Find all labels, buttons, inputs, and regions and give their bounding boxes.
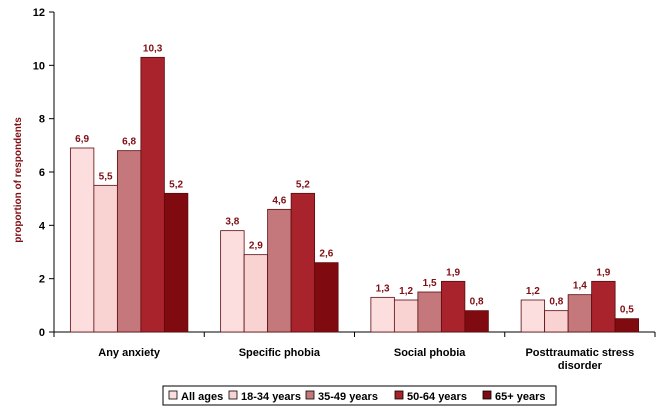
legend-label: 50-64 years xyxy=(407,391,467,403)
data-label: 0,5 xyxy=(620,305,634,316)
bar xyxy=(393,299,419,333)
bar xyxy=(69,147,95,333)
legend-swatch xyxy=(482,390,492,400)
legend-label: 35-49 years xyxy=(318,391,378,403)
bar xyxy=(243,254,269,333)
bar xyxy=(520,299,546,333)
bar xyxy=(140,56,165,333)
bar xyxy=(314,262,339,333)
y-tick-label: 2 xyxy=(39,274,45,286)
x-category-label: Specific phobia xyxy=(239,347,321,359)
bars xyxy=(69,56,640,333)
data-label: 1,3 xyxy=(376,283,390,294)
legend-label: 18-34 years xyxy=(241,391,301,403)
bar xyxy=(370,296,395,333)
y-axis: 0 2 4 6 8 10 12 xyxy=(33,7,55,339)
data-label: 1,4 xyxy=(573,281,587,292)
data-label: 6,8 xyxy=(122,137,136,148)
data-label: 0,8 xyxy=(549,297,563,308)
x-category-label: Social phobia xyxy=(394,347,466,359)
data-label: 1,2 xyxy=(526,286,540,297)
y-tick-label: 0 xyxy=(39,327,45,339)
y-tick-label: 12 xyxy=(33,7,45,19)
bar xyxy=(267,208,292,333)
legend: All ages 18-34 years 35-49 years 50-64 year… xyxy=(162,385,557,406)
bar xyxy=(544,310,569,333)
data-labels: 6,9 5,5 6,8 10,3 5,2 3,8 2,9 4,6 5,2 2,6 1,3 1,2 1,5… xyxy=(75,43,634,315)
bar xyxy=(567,294,593,333)
bar xyxy=(220,230,245,333)
data-label: 5,2 xyxy=(169,179,183,190)
legend-swatch xyxy=(305,390,315,400)
bar xyxy=(417,291,442,333)
bar xyxy=(163,192,189,333)
y-axis-title: proportion of respondents xyxy=(13,117,24,243)
y-tick-label: 6 xyxy=(39,167,45,179)
legend-box xyxy=(162,385,557,406)
data-label: 2,9 xyxy=(249,241,263,252)
bar xyxy=(614,318,640,333)
bar xyxy=(290,192,316,333)
data-label: 1,5 xyxy=(423,278,437,289)
y-tick-label: 8 xyxy=(39,114,45,126)
data-label: 2,6 xyxy=(319,249,333,260)
y-tick-label: 10 xyxy=(33,60,45,72)
data-label: 6,9 xyxy=(75,134,89,145)
data-label: 1,2 xyxy=(399,286,413,297)
data-label: 10,3 xyxy=(143,43,163,54)
bar xyxy=(464,310,489,333)
x-category-label: Any anxiety xyxy=(98,347,161,359)
data-label: 0,8 xyxy=(470,297,484,308)
legend-swatch xyxy=(168,390,178,400)
x-category-label: Posttraumatic stress xyxy=(525,347,634,359)
x-category-label: disorder xyxy=(558,360,603,372)
legend-swatch xyxy=(394,390,404,400)
data-label: 5,2 xyxy=(296,179,310,190)
legend-label: 65+ years xyxy=(495,391,545,403)
data-label: 1,9 xyxy=(596,267,610,278)
bar xyxy=(440,280,466,333)
data-label: 1,9 xyxy=(446,267,460,278)
x-axis: Any anxiety Specific phobia Social phobia P… xyxy=(53,331,656,372)
data-label: 4,6 xyxy=(272,195,286,206)
data-label: 3,8 xyxy=(225,217,239,228)
legend-label: All ages xyxy=(181,391,223,403)
bar xyxy=(591,280,616,333)
bar xyxy=(93,184,118,333)
bar xyxy=(116,150,142,333)
data-label: 5,5 xyxy=(99,171,113,182)
y-tick-label: 4 xyxy=(39,220,46,232)
legend-swatch xyxy=(228,390,238,400)
